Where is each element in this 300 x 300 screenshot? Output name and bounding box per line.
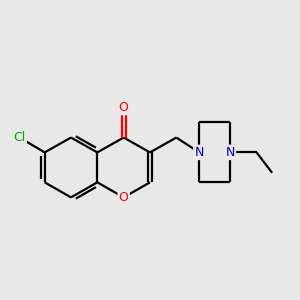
Text: N: N [194, 146, 204, 159]
Text: O: O [119, 191, 129, 204]
Text: Cl: Cl [14, 131, 26, 144]
Text: N: N [226, 146, 235, 159]
Text: O: O [119, 101, 129, 114]
